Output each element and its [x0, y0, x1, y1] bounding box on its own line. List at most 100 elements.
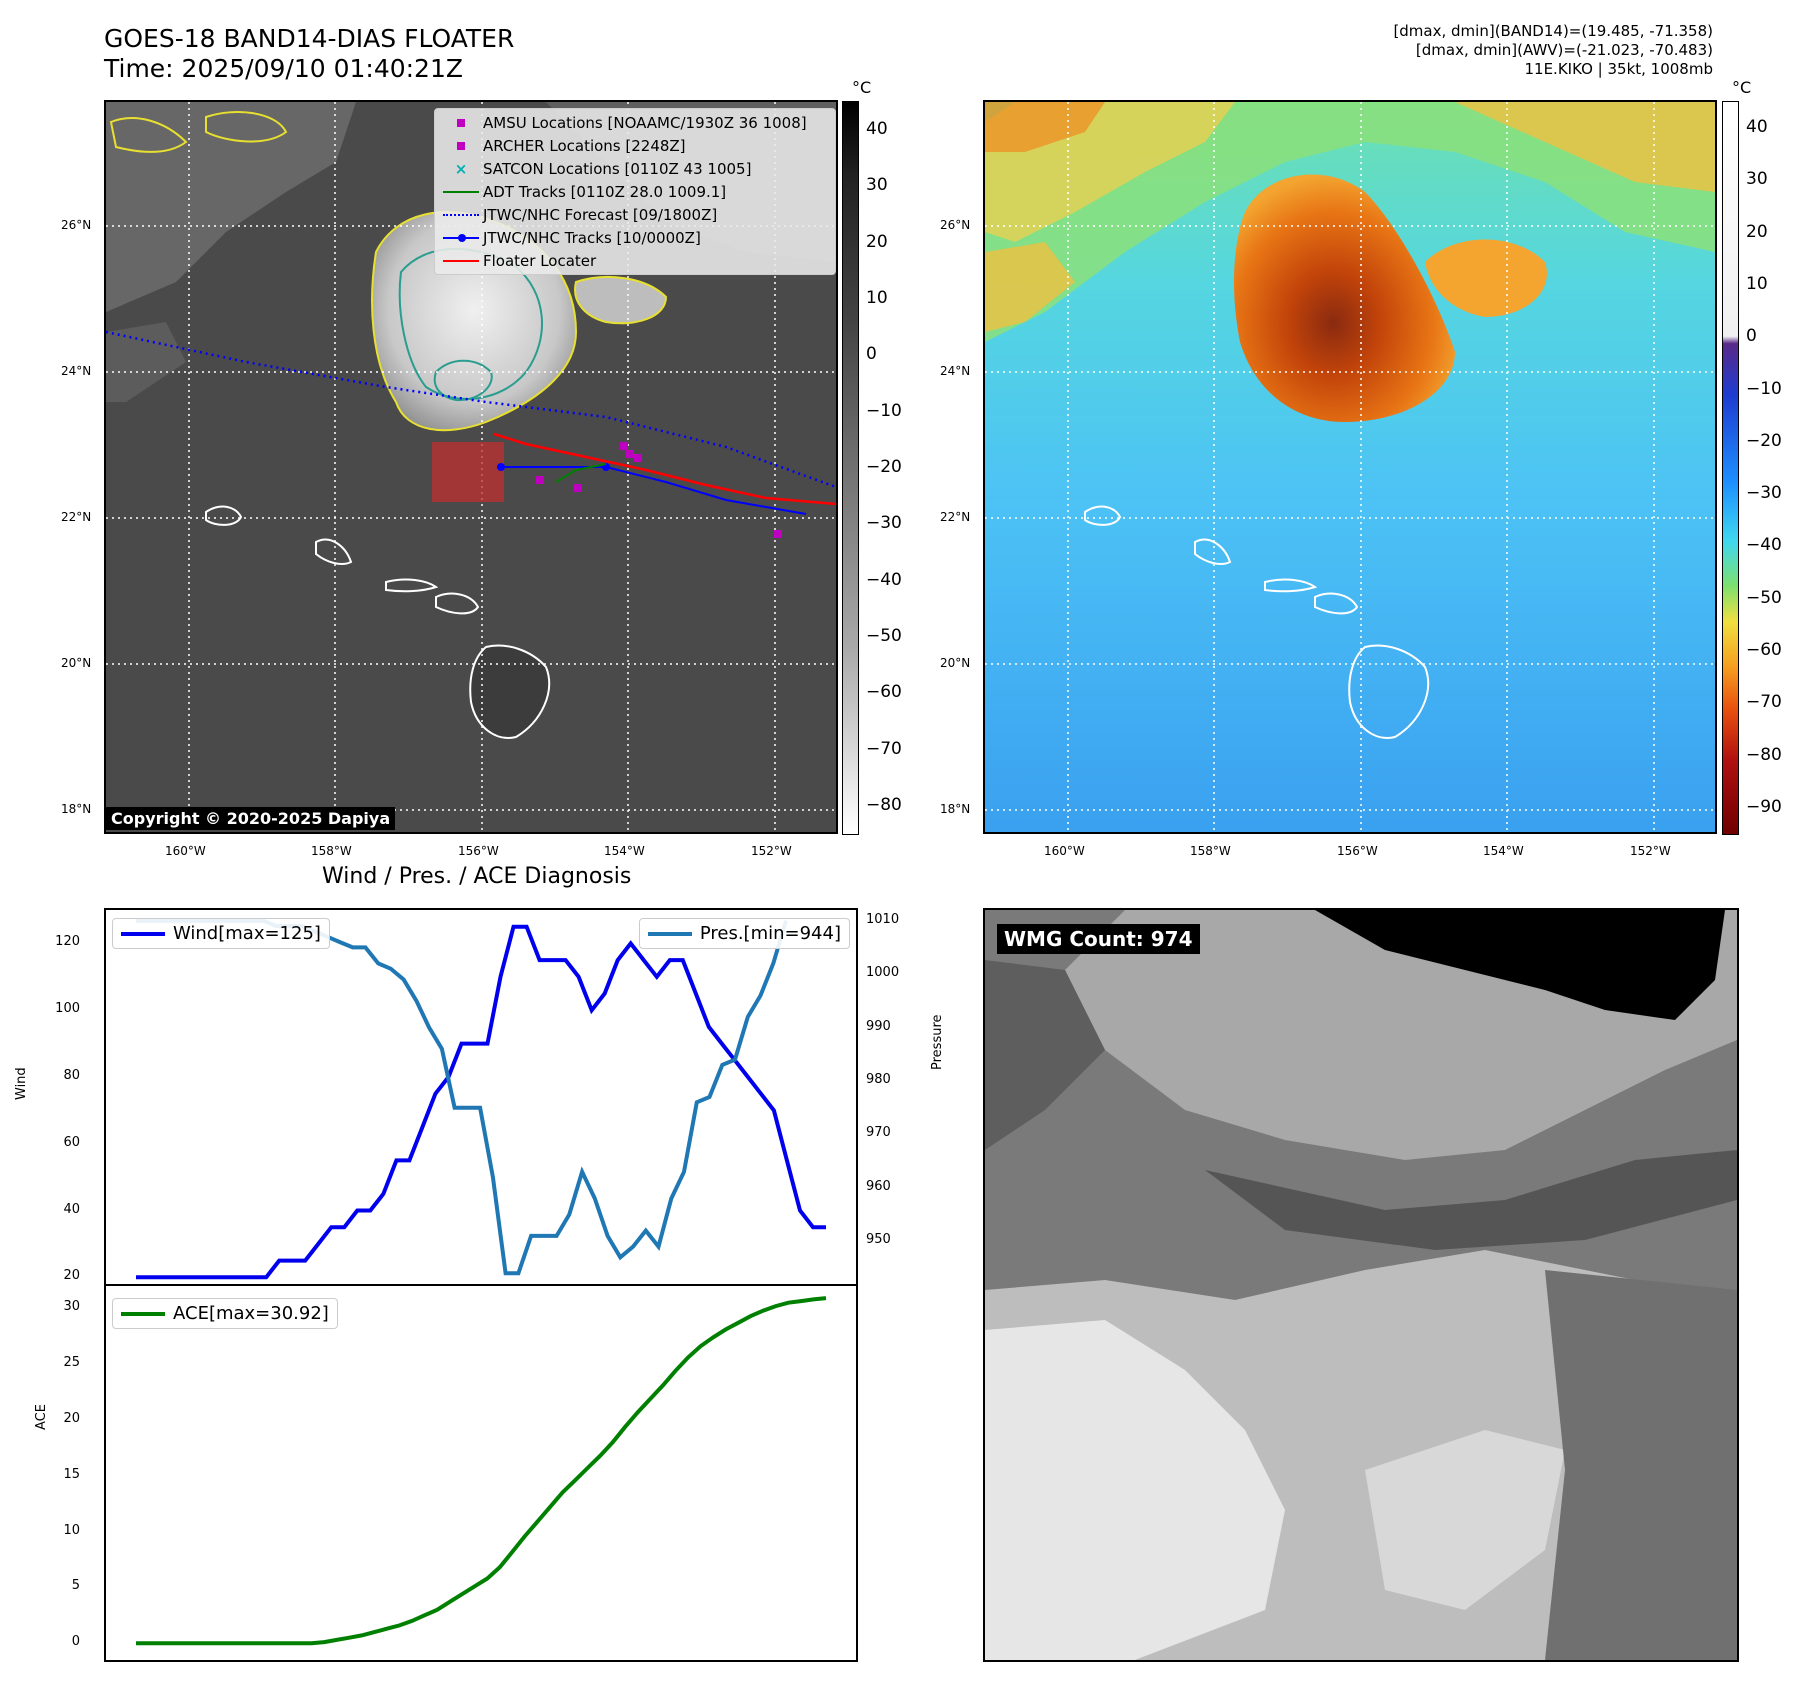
- lat-label: 22°N: [61, 510, 92, 524]
- pressure-tick-label: 990: [866, 1018, 891, 1034]
- dry-corner-nw: [985, 102, 1105, 152]
- wind-series-line: [136, 924, 826, 1280]
- square-marker-icon: [439, 113, 483, 133]
- lat-label: 18°N: [61, 802, 92, 816]
- colorbar-tick-label: 20: [866, 231, 888, 252]
- colorbar-tick-label: −40: [866, 569, 902, 590]
- lon-label: 160°W: [1044, 844, 1085, 858]
- lon-label: 158°W: [311, 844, 352, 858]
- ace-tick-label: 10: [63, 1522, 80, 1538]
- colorbar-tick-label: 10: [866, 288, 888, 309]
- floater-box: [432, 442, 504, 502]
- contour-nw-2: [205, 111, 288, 143]
- lon-label: 156°W: [458, 844, 499, 858]
- contour-nw-1: [109, 117, 188, 153]
- colorbar-2-unit: °C: [1732, 78, 1752, 97]
- wmg-bright-s: [1365, 1430, 1565, 1610]
- awv-map-panel: [983, 100, 1717, 834]
- ace-tick-label: 5: [71, 1578, 80, 1594]
- ace-tick-label: 30: [63, 1299, 80, 1315]
- wmg-patch-w: [985, 960, 1105, 1150]
- colorbar-tick-label: −30: [866, 513, 902, 534]
- forecast-track: [106, 330, 836, 489]
- island-kauai: [205, 505, 243, 526]
- legend-item-amsu: AMSU Locations [NOAAMC/1930Z 36 1008]: [439, 111, 831, 134]
- info-line-2: [dmax, dmin](AWV)=(-21.023, -70.483): [1415, 41, 1713, 59]
- pressure-tick-label: 960: [866, 1178, 891, 1194]
- colorbar-1: [842, 101, 859, 835]
- colorbar-tick-label: −50: [866, 625, 902, 646]
- wmg-core-black: [1315, 910, 1725, 1020]
- pressure-tick-label: 1000: [866, 965, 900, 981]
- colorbar-tick-label: 30: [1746, 169, 1768, 190]
- colorbar-tick-label: −60: [866, 682, 902, 703]
- line-marker-icon: [439, 182, 483, 202]
- colorbar-tick-label: −10: [1746, 378, 1782, 399]
- lat-label: 20°N: [940, 656, 971, 670]
- legend-item-adt: ADT Tracks [0110Z 28.0 1009.1]: [439, 180, 831, 203]
- island-oahu: [1194, 538, 1232, 565]
- ace-legend-line: [121, 1311, 165, 1316]
- chart-title: GOES-18 BAND14-DIAS FLOATER Time: 2025/0…: [104, 24, 514, 84]
- wind-tick-label: 100: [55, 1001, 80, 1017]
- title-line-1: GOES-18 BAND14-DIAS FLOATER: [104, 24, 515, 53]
- wind-legend-line: [121, 931, 165, 936]
- wmg-bright-sw: [985, 1320, 1285, 1660]
- legend-item-nhc-tracks: JTWC/NHC Tracks [10/0000Z]: [439, 226, 831, 249]
- colorbar-tick-label: −30: [1746, 483, 1782, 504]
- floater-track: [493, 432, 836, 506]
- storm-dry-core: [1233, 174, 1455, 422]
- lat-label: 26°N: [940, 218, 971, 232]
- lon-label: 158°W: [1190, 844, 1231, 858]
- line-dot-icon: [439, 228, 483, 248]
- map-gridlines: [985, 102, 1715, 832]
- colorbar-tick-label: −20: [866, 457, 902, 477]
- lon-label: 154°W: [1483, 844, 1524, 858]
- island-molokai: [1264, 578, 1318, 593]
- legend-item-satcon: × SATCON Locations [0110Z 43 1005]: [439, 157, 831, 180]
- legend-item-forecast: JTWC/NHC Forecast [09/1800Z]: [439, 203, 831, 226]
- line-marker-icon: [439, 251, 483, 271]
- pressure-tick-label: 970: [866, 1125, 891, 1141]
- island-maui: [435, 592, 480, 615]
- cloud-ne-patch: [574, 276, 668, 325]
- colorbar-tick-label: −40: [1746, 535, 1782, 556]
- colorbar-tick-label: −80: [866, 794, 902, 815]
- square-marker-icon: [439, 136, 483, 156]
- map-legend: AMSU Locations [NOAAMC/1930Z 36 1008] AR…: [434, 108, 836, 275]
- pres-legend-line: [647, 931, 692, 936]
- legend-item-archer: ARCHER Locations [2248Z]: [439, 134, 831, 157]
- colorbar-1-unit: °C: [852, 78, 872, 97]
- lon-label: 156°W: [1337, 844, 1378, 858]
- island-molokai: [385, 578, 439, 593]
- cloud-band-nw: [106, 102, 356, 312]
- amsu-markers: [536, 442, 782, 538]
- info-line-3: 11E.KIKO | 35kt, 1008mb: [1524, 60, 1713, 78]
- lat-label: 26°N: [61, 218, 92, 232]
- wind-tick-label: 20: [63, 1268, 80, 1284]
- wmg-svg: [985, 910, 1737, 1660]
- colorbar-tick-label: 30: [866, 175, 888, 196]
- ace-tick-label: 15: [63, 1466, 80, 1482]
- pressure-tick-label: 1010: [866, 911, 900, 927]
- colorbar-tick-label: 0: [866, 344, 877, 365]
- wmg-dark-band: [1205, 1150, 1737, 1250]
- wind-tick-label: 120: [55, 934, 80, 950]
- wind-tick-label: 40: [63, 1201, 80, 1217]
- lon-label: 160°W: [165, 844, 206, 858]
- ace-tick-label: 0: [71, 1634, 80, 1650]
- island-hawaii: [1348, 644, 1430, 739]
- island-hawaii: [469, 644, 551, 739]
- wind-tick-label: 80: [63, 1067, 80, 1083]
- colorbar-tick-label: −50: [1746, 587, 1782, 608]
- title-line-2: Time: 2025/09/10 01:40:21Z: [104, 54, 463, 83]
- lat-label: 24°N: [61, 364, 92, 378]
- diag-title: Wind / Pres. / ACE Diagnosis: [322, 864, 632, 889]
- dotted-line-icon: [439, 205, 483, 225]
- info-line-1: [dmax, dmin](BAND14)=(19.485, -71.358): [1393, 22, 1713, 40]
- lat-label: 18°N: [940, 802, 971, 816]
- ace-svg: [136, 1296, 827, 1646]
- colorbar-tick-label: 20: [1746, 221, 1768, 242]
- ace-tick-label: 20: [63, 1410, 80, 1426]
- colorbar-tick-label: −60: [1746, 640, 1782, 660]
